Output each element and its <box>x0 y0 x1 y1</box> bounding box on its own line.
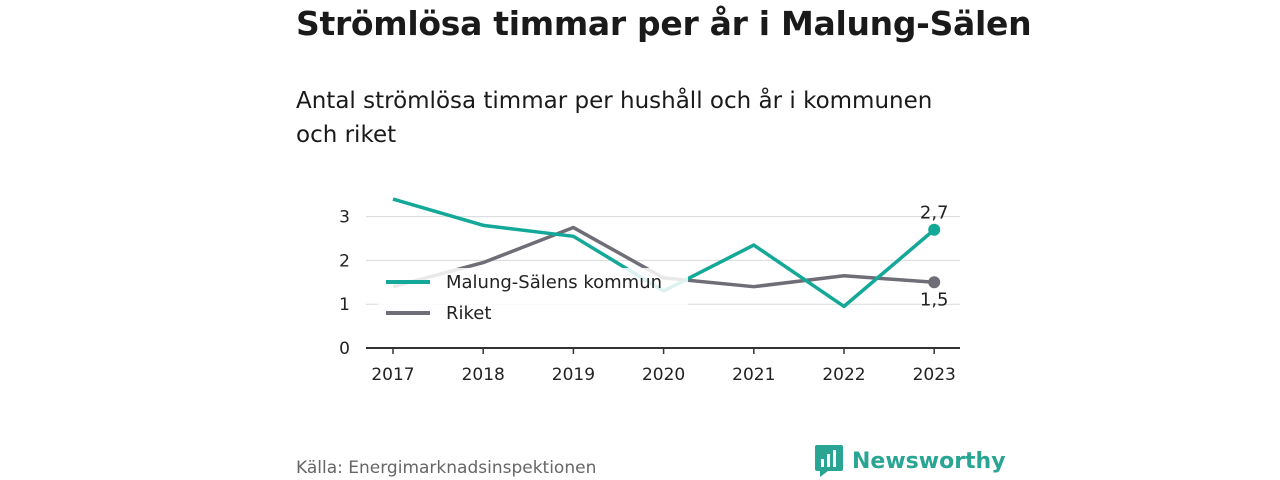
x-tick-label: 2018 <box>462 365 505 385</box>
legend-label: Malung-Sälens kommun <box>446 272 662 293</box>
end-value-label: 1,5 <box>920 289 949 310</box>
y-tick-label: 0 <box>339 339 350 359</box>
source-note: Källa: Energimarknadsinspektionen <box>296 458 597 478</box>
legend-background <box>378 268 688 328</box>
end-point <box>928 223 941 236</box>
legend-label: Riket <box>446 303 491 324</box>
brand-name: Newsworthy <box>852 448 1006 474</box>
end-point <box>928 276 941 289</box>
brand-logo[interactable]: Newsworthy <box>814 444 1006 478</box>
end-value-label: 2,7 <box>920 203 949 224</box>
x-tick-label: 2017 <box>371 365 414 385</box>
x-tick-label: 2022 <box>822 365 865 385</box>
chart-title: Strömlösa timmar per år i Malung-Sälen <box>296 4 1032 43</box>
x-tick-label: 2019 <box>552 365 595 385</box>
y-tick-label: 3 <box>339 208 350 228</box>
x-tick-label: 2020 <box>642 365 685 385</box>
chart-subtitle: Antal strömlösa timmar per hushåll och å… <box>296 88 933 148</box>
y-tick-label: 1 <box>339 295 350 315</box>
bar-chart-logo-icon <box>815 445 843 477</box>
x-tick-label: 2023 <box>913 365 956 385</box>
y-tick-label: 2 <box>339 251 350 271</box>
x-tick-label: 2021 <box>732 365 775 385</box>
